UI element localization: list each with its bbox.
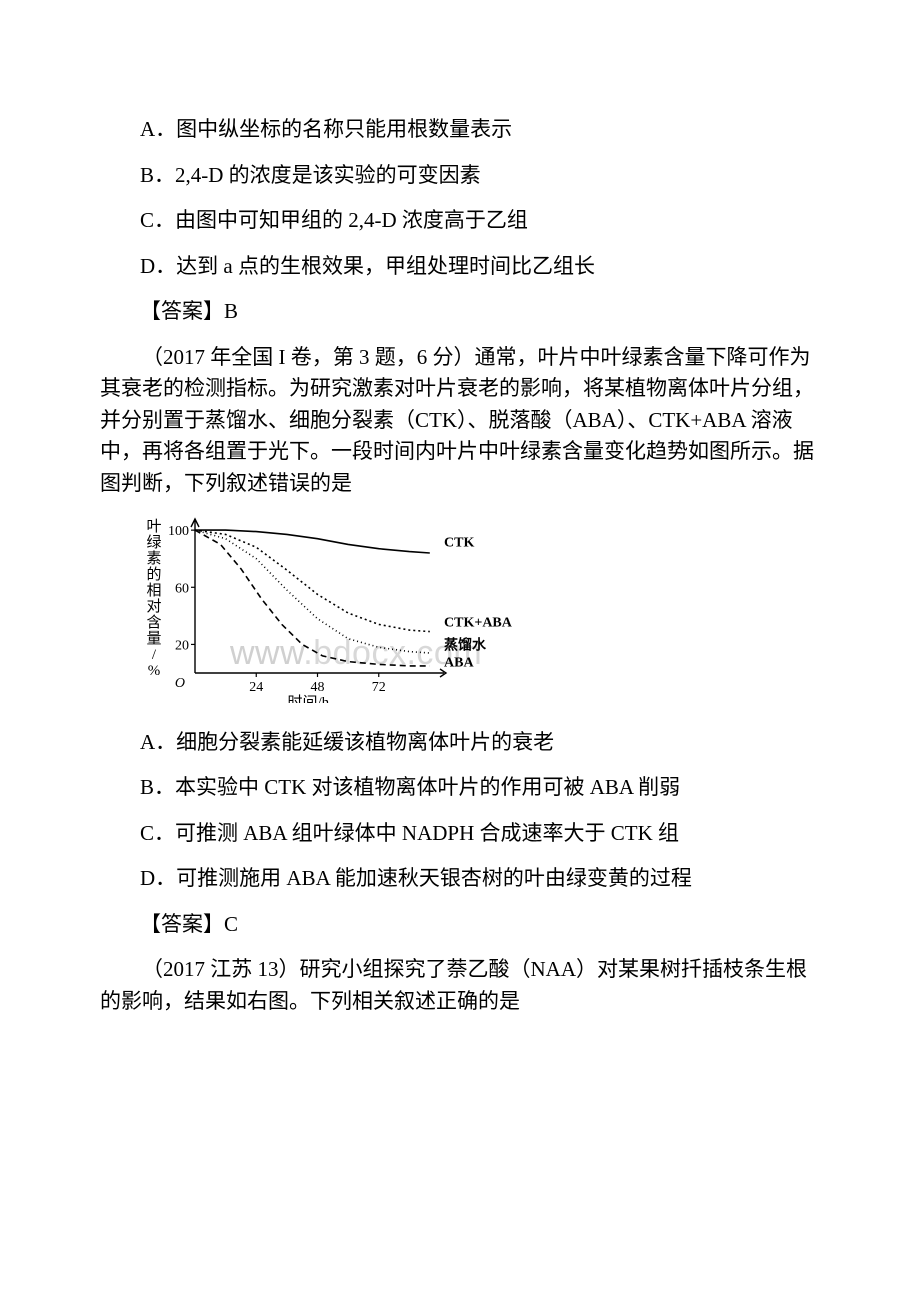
svg-text:CTK: CTK bbox=[444, 536, 474, 551]
svg-text:72: 72 bbox=[372, 680, 386, 695]
svg-text:24: 24 bbox=[249, 680, 263, 695]
svg-text:对: 对 bbox=[146, 598, 161, 615]
svg-text:%: % bbox=[148, 663, 161, 679]
q1-option-b: B．2,4-D 的浓度是该实验的可变因素 bbox=[140, 160, 820, 192]
svg-text:素: 素 bbox=[146, 550, 161, 567]
document-page: A．图中纵坐标的名称只能用根数量表示 B．2,4-D 的浓度是该实验的可变因素 … bbox=[0, 0, 920, 1071]
q1-answer: 【答案】B bbox=[140, 296, 820, 328]
q1-option-a: A．图中纵坐标的名称只能用根数量表示 bbox=[140, 114, 820, 146]
svg-text:的: 的 bbox=[146, 566, 161, 583]
svg-text:叶: 叶 bbox=[146, 518, 161, 535]
q2-option-c: C．可推测 ABA 组叶绿体中 NADPH 合成速率大于 CTK 组 bbox=[140, 818, 820, 850]
svg-text:48: 48 bbox=[311, 680, 325, 695]
svg-text:时间/h: 时间/h bbox=[288, 694, 330, 703]
q2-intro: （2017 年全国 I 卷，第 3 题，6 分）通常，叶片中叶绿素含量下降可作为… bbox=[100, 342, 820, 500]
chlorophyll-chart: 20 60 100 24 48 72 O 时间/h 叶绿素的相对含量/% CTK CTK+ABA 蒸馏… bbox=[140, 513, 540, 703]
svg-text:O: O bbox=[175, 676, 185, 691]
svg-text:CTK+ABA: CTK+ABA bbox=[444, 616, 513, 631]
q2-option-d: D．可推测施用 ABA 能加速秋天银杏树的叶由绿变黄的过程 bbox=[140, 863, 820, 895]
q2-option-a: A．细胞分裂素能延缓该植物离体叶片的衰老 bbox=[140, 727, 820, 759]
svg-text:60: 60 bbox=[175, 581, 189, 596]
svg-text:相: 相 bbox=[146, 582, 161, 599]
q2-answer: 【答案】C bbox=[140, 909, 820, 941]
svg-text:含: 含 bbox=[146, 614, 161, 631]
svg-text:绿: 绿 bbox=[146, 534, 161, 551]
svg-text:/: / bbox=[152, 647, 157, 663]
svg-text:20: 20 bbox=[175, 638, 189, 653]
svg-text:量: 量 bbox=[146, 631, 161, 647]
q1-option-c: C．由图中可知甲组的 2,4-D 浓度高于乙组 bbox=[140, 205, 820, 237]
q1-option-d: D．达到 a 点的生根效果，甲组处理时间比乙组长 bbox=[140, 251, 820, 283]
q2-option-b: B．本实验中 CTK 对该植物离体叶片的作用可被 ABA 削弱 bbox=[140, 772, 820, 804]
q3-intro: （2017 江苏 13）研究小组探究了萘乙酸（NAA）对某果树扦插枝条生根的影响… bbox=[100, 954, 820, 1017]
chart-container: 20 60 100 24 48 72 O 时间/h 叶绿素的相对含量/% CTK CTK+ABA 蒸馏… bbox=[140, 513, 820, 713]
svg-text:100: 100 bbox=[168, 524, 189, 539]
svg-text:蒸馏水: 蒸馏水 bbox=[444, 636, 487, 653]
svg-text:ABA: ABA bbox=[444, 656, 474, 671]
